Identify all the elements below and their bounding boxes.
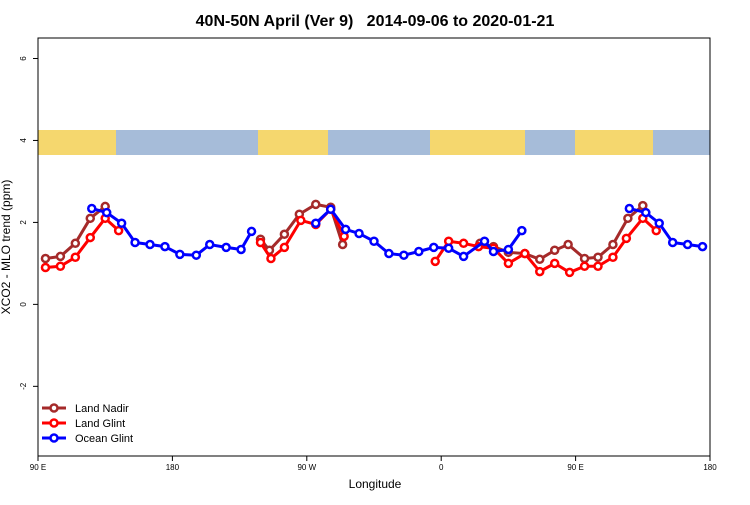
map-land (575, 130, 653, 155)
point (204, 239, 215, 250)
point (608, 252, 618, 262)
x-tick-label: 90 W (297, 463, 316, 472)
point (130, 237, 140, 248)
legend-label: Land Nadir (75, 403, 129, 415)
point (325, 204, 336, 215)
point (236, 244, 246, 255)
point (113, 225, 124, 236)
point (621, 233, 632, 244)
point (479, 236, 490, 247)
y-axis-label: XCO2 - MLO trend (ppm) (0, 180, 13, 315)
point (667, 237, 678, 248)
point (55, 261, 66, 272)
point (549, 245, 560, 256)
point (682, 239, 693, 250)
point (145, 239, 155, 250)
point (654, 218, 664, 228)
point (579, 261, 590, 272)
point (488, 246, 499, 257)
map-band (38, 130, 710, 155)
point (549, 258, 560, 269)
y-tick-label: -2 (19, 382, 28, 390)
point (428, 242, 439, 253)
point (340, 224, 351, 235)
legend-label: Land Glint (75, 418, 125, 430)
point (624, 203, 635, 214)
y-tick-label: 4 (19, 138, 28, 143)
point (503, 244, 514, 255)
point (70, 252, 81, 262)
point (311, 199, 321, 210)
point (85, 213, 96, 224)
series-line (45, 216, 120, 269)
x-tick-label: 180 (166, 463, 180, 472)
x-tick-label: 90 E (30, 463, 46, 472)
point (40, 262, 51, 273)
point (337, 239, 348, 250)
point (55, 251, 66, 262)
point (563, 239, 573, 250)
point (517, 225, 527, 236)
point (623, 213, 633, 224)
point (266, 253, 276, 264)
point (354, 228, 364, 239)
legend-marker (49, 418, 59, 428)
point (641, 207, 651, 218)
series-line (433, 216, 658, 275)
point (593, 261, 603, 272)
point (311, 218, 321, 228)
legend-marker (49, 403, 59, 413)
x-tick-label: 0 (439, 463, 444, 472)
point (520, 248, 530, 259)
point (608, 239, 618, 250)
point (175, 249, 185, 260)
point (503, 258, 514, 269)
chart-title: 40N-50N April (Ver 9) 2014-09-06 to 2020… (196, 13, 555, 30)
point (579, 253, 590, 264)
map-land (258, 130, 328, 155)
point (255, 237, 266, 248)
point (535, 254, 545, 265)
point (279, 229, 290, 240)
series-line (45, 205, 107, 260)
point (246, 226, 257, 237)
point (296, 215, 306, 226)
x-tick-label: 180 (703, 463, 717, 472)
point (87, 203, 97, 214)
point (191, 250, 202, 260)
point (535, 266, 545, 277)
point (70, 238, 81, 249)
point (458, 238, 469, 249)
legend-label: Ocean Glint (75, 433, 133, 445)
point (399, 250, 409, 260)
point (101, 207, 112, 218)
point (458, 251, 469, 262)
point (160, 241, 170, 252)
point (279, 242, 290, 253)
point (85, 232, 96, 243)
point (414, 246, 424, 257)
point (369, 236, 379, 247)
point (116, 218, 127, 228)
point (651, 225, 661, 236)
y-tick-label: 0 (19, 302, 28, 307)
map-land (38, 130, 116, 155)
point (221, 242, 231, 253)
point (564, 267, 575, 278)
point (593, 252, 603, 262)
legend-marker (49, 433, 59, 443)
plot-frame (37, 37, 711, 457)
x-tick-label: 90 E (567, 463, 583, 472)
series-line (628, 207, 703, 249)
point (697, 241, 708, 252)
map-land (430, 130, 525, 155)
point (443, 243, 454, 253)
point (40, 253, 51, 264)
point (384, 248, 394, 259)
y-tick-label: 2 (19, 220, 28, 225)
point (430, 256, 440, 267)
y-tick-label: 6 (19, 56, 28, 61)
x-axis-label: Longitude (349, 477, 402, 491)
